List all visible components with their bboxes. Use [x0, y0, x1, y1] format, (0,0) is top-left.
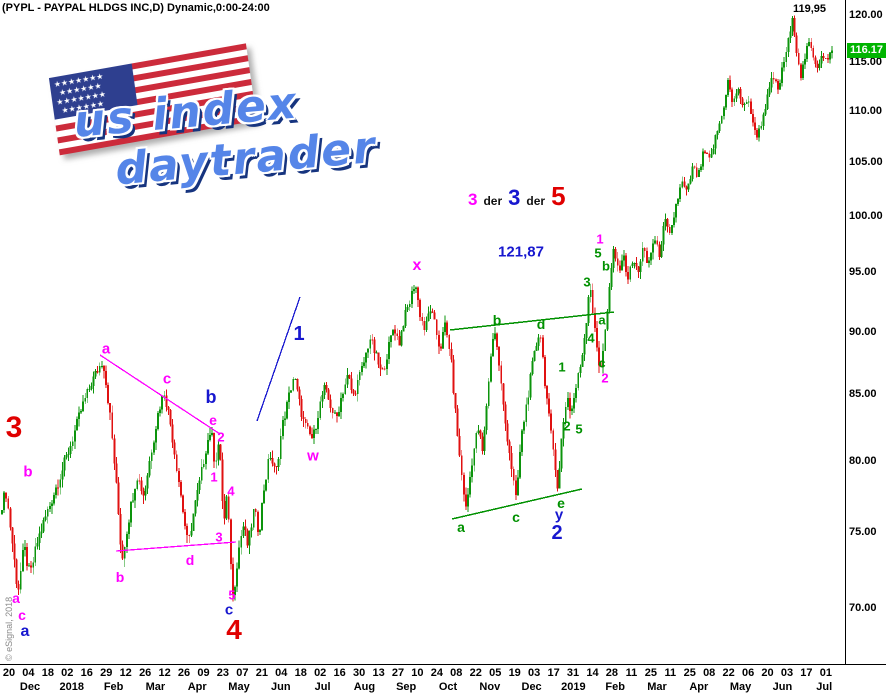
- day-tick: 24: [430, 667, 444, 679]
- day-tick: 16: [80, 667, 93, 679]
- day-tick: 13: [372, 667, 385, 679]
- day-tick: 05: [489, 667, 502, 679]
- day-tick: 25: [644, 667, 658, 679]
- day-tick: 11: [625, 667, 638, 679]
- month-tick-Feb: Feb: [605, 681, 625, 693]
- phrase-part-5: 5: [551, 181, 566, 211]
- day-tick: 23: [216, 667, 230, 679]
- day-tick: 18: [294, 667, 307, 679]
- day-tick: 22: [722, 667, 735, 679]
- month-tick-Mar: Mar: [145, 681, 166, 693]
- month-tick-Oct: Oct: [438, 681, 458, 693]
- price-tick-80: 80.00: [849, 455, 877, 468]
- price-tick-95: 95.00: [849, 266, 877, 278]
- price-tick-120: 120.00: [849, 9, 883, 21]
- phrase-part-3: 3: [508, 185, 521, 210]
- month-tick-Apr: Apr: [187, 681, 207, 693]
- day-tick: 25: [683, 667, 696, 679]
- day-tick: 22: [469, 667, 482, 679]
- price-tick-75: 75.00: [849, 526, 877, 539]
- day-tick: 29: [100, 667, 113, 679]
- month-tick-Feb: Feb: [103, 681, 124, 693]
- phrase-part-3: 3: [468, 190, 478, 209]
- month-tick-Jul: Jul: [314, 681, 331, 693]
- day-tick: 09: [197, 667, 210, 679]
- price-tick-100: 100.00: [849, 209, 883, 222]
- month-tick-May: May: [729, 681, 752, 693]
- day-tick: 12: [158, 667, 171, 679]
- day-tick: 21: [255, 667, 269, 679]
- day-tick: 06: [741, 667, 755, 679]
- day-tick: 08: [450, 667, 463, 679]
- day-tick: 02: [61, 667, 74, 679]
- day-tick: 26: [139, 667, 152, 679]
- day-tick: 08: [703, 667, 716, 679]
- day-tick: 02: [314, 667, 327, 679]
- phrase-part-der: der: [483, 194, 503, 208]
- month-tick-May: May: [228, 681, 250, 693]
- day-tick: 30: [352, 667, 366, 679]
- day-tick: 01: [819, 667, 833, 679]
- price-tick-70: 70.00: [849, 602, 877, 614]
- day-tick: 27: [391, 667, 405, 679]
- day-tick: 11: [664, 667, 677, 679]
- day-tick: 20: [761, 667, 774, 679]
- day-tick: 19: [508, 667, 521, 679]
- day-tick: 17: [547, 667, 560, 679]
- price-tick-85: 85.00: [849, 388, 877, 401]
- time-axis[interactable]: 20 04 18 02 16 29 12 26 12 26 09 23 07 21 04 18 02 16 30 13…: [0, 664, 886, 698]
- month-tick-2019: 2019: [561, 681, 586, 693]
- month-tick-2018: 2018: [59, 681, 85, 693]
- price-tick-110: 110.00: [849, 104, 883, 117]
- day-tick: 12: [119, 667, 132, 679]
- day-tick: 17: [800, 667, 813, 679]
- day-tick: 03: [527, 667, 541, 679]
- month-tick-Jun: Jun: [271, 681, 291, 693]
- month-tick-Jun: Jun: [772, 681, 793, 693]
- day-tick: 28: [605, 667, 619, 679]
- day-tick: 07: [236, 667, 249, 679]
- day-tick: 26: [177, 667, 191, 679]
- us-flag-icon: ★★★★★★★ ★★★★★★ ★★★★★★★ ★★★★★★: [48, 43, 257, 156]
- phrase-part-der: der: [526, 194, 546, 208]
- day-tick: 31: [566, 667, 580, 679]
- month-tick-Aug: Aug: [353, 681, 376, 693]
- price-tick-105: 105.00: [849, 155, 883, 168]
- price-tick-115: 115.00: [849, 55, 883, 68]
- esignal-copyright: © eSignal, 2018: [4, 596, 14, 661]
- last-price-badge: 116.17: [847, 43, 886, 59]
- month-tick-Mar: Mar: [647, 681, 667, 693]
- day-tick: 10: [411, 667, 424, 679]
- month-tick-Dec: Dec: [19, 681, 41, 693]
- month-tick-Dec: Dec: [521, 681, 542, 693]
- high-price-label: 119,95: [793, 3, 827, 15]
- day-tick: 16: [333, 667, 346, 679]
- month-tick-Jul: Jul: [816, 681, 833, 693]
- day-tick: 04: [275, 667, 288, 679]
- day-tick: 03: [780, 667, 794, 679]
- day-tick: 04: [22, 667, 35, 679]
- wave-count-phrase: 3 der 3 der 5: [468, 183, 566, 209]
- month-tick-Apr: Apr: [689, 681, 709, 693]
- price-axis[interactable]: 116.17 120.00 115.00 110.00 105.00 100.00 95.…: [845, 0, 886, 664]
- month-tick-Sep: Sep: [396, 681, 417, 693]
- day-tick: 20: [2, 667, 16, 679]
- price-tick-90: 90.00: [849, 325, 877, 338]
- chart-title: (PYPL - PAYPAL HLDGS INC,D) Dynamic,0:00…: [2, 2, 270, 14]
- day-tick: 18: [41, 667, 55, 679]
- month-tick-Nov: Nov: [479, 681, 501, 693]
- day-tick: 14: [586, 667, 599, 679]
- usindex-daytrader-logo: ★★★★★★★ ★★★★★★ ★★★★★★★ ★★★★★★ us index d…: [47, 43, 392, 216]
